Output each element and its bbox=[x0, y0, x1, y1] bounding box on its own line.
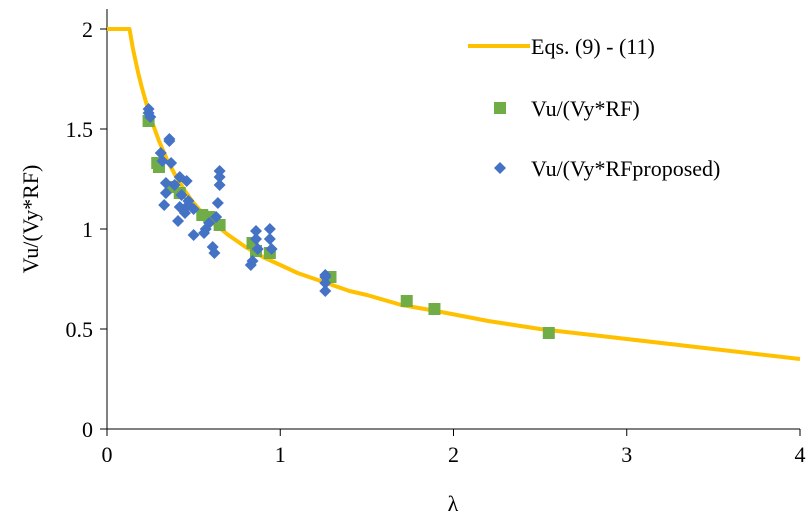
point-diamond bbox=[163, 135, 176, 147]
point-diamond bbox=[208, 247, 221, 259]
x-tick-label: 0 bbox=[102, 442, 113, 467]
y-ticks: 0 0.5 1 1.5 2 bbox=[66, 17, 107, 442]
point-diamond bbox=[156, 155, 169, 167]
y-tick-label: 2 bbox=[82, 17, 93, 42]
legend-diamond-label: Vu/(Vy*RFproposed) bbox=[531, 156, 720, 181]
y-tick-label: 0.5 bbox=[66, 317, 94, 342]
x-tick-label: 1 bbox=[275, 442, 286, 467]
point-diamond bbox=[319, 277, 332, 289]
legend-square-swatch bbox=[494, 102, 506, 114]
point-diamond bbox=[213, 179, 226, 191]
legend-square-label: Vu/(Vy*RF) bbox=[531, 96, 640, 121]
legend-item-square: Vu/(Vy*RF) bbox=[494, 96, 640, 121]
point-diamond bbox=[263, 233, 276, 245]
legend-item-diamond: Vu/(Vy*RFproposed) bbox=[494, 156, 720, 181]
x-tick-label: 4 bbox=[795, 442, 806, 467]
legend-line-label: Eqs. (9) - (11) bbox=[531, 34, 655, 59]
point-diamond bbox=[263, 223, 276, 235]
x-tick-label: 2 bbox=[448, 442, 459, 467]
point-diamond bbox=[172, 215, 185, 227]
point-diamond bbox=[213, 171, 226, 183]
point-diamond bbox=[159, 177, 172, 189]
point-diamond bbox=[168, 179, 181, 191]
legend-diamond-swatch bbox=[494, 162, 506, 174]
point-diamond bbox=[187, 229, 200, 241]
x-axis-title: λ bbox=[448, 491, 459, 516]
point-diamond bbox=[203, 217, 216, 229]
point-square bbox=[400, 295, 413, 307]
x-ticks: 0 1 2 3 4 bbox=[102, 429, 806, 467]
series-line-eqs bbox=[107, 27, 801, 361]
point-diamond bbox=[249, 233, 262, 245]
y-axis-title: Vu/(Vy*RF) bbox=[18, 165, 43, 274]
y-tick-label: 1 bbox=[82, 217, 93, 242]
point-diamond bbox=[249, 225, 262, 237]
point-diamond bbox=[210, 211, 223, 223]
y-tick-label: 1.5 bbox=[66, 117, 94, 142]
point-diamond bbox=[246, 255, 259, 267]
point-diamond bbox=[144, 111, 157, 123]
point-diamond bbox=[182, 195, 195, 207]
point-diamond bbox=[158, 199, 171, 211]
point-diamond bbox=[154, 147, 167, 159]
point-diamond bbox=[211, 197, 224, 209]
point-diamond bbox=[165, 157, 178, 169]
point-diamond bbox=[175, 189, 188, 201]
plot-area bbox=[107, 27, 801, 361]
legend: Eqs. (9) - (11) Vu/(Vy*RF) Vu/(Vy*RFprop… bbox=[468, 34, 720, 181]
point-diamond bbox=[180, 175, 193, 187]
y-tick-label: 0 bbox=[82, 417, 93, 442]
point-diamond bbox=[187, 203, 200, 215]
legend-item-line: Eqs. (9) - (11) bbox=[468, 34, 655, 59]
point-diamond bbox=[159, 187, 172, 199]
point-square bbox=[428, 303, 441, 315]
point-diamond bbox=[251, 243, 264, 255]
point-diamond bbox=[265, 243, 278, 255]
point-diamond bbox=[319, 285, 332, 297]
x-tick-label: 3 bbox=[621, 442, 632, 467]
point-square bbox=[542, 327, 555, 339]
